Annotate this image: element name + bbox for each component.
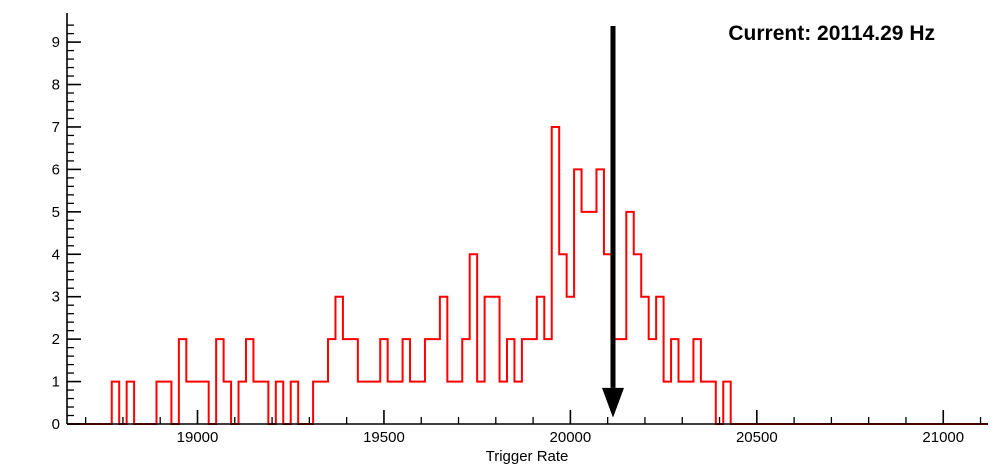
y-tick-label: 3 bbox=[52, 289, 60, 306]
x-tick-label: 21000 bbox=[922, 429, 964, 446]
y-tick-label: 5 bbox=[52, 204, 60, 221]
x-tick-label: 20500 bbox=[736, 429, 778, 446]
x-tick-label: 19500 bbox=[363, 429, 405, 446]
y-tick-label: 2 bbox=[52, 331, 60, 348]
y-tick-label: 0 bbox=[52, 416, 60, 433]
y-tick-label: 9 bbox=[52, 34, 60, 51]
x-tick-label: 20000 bbox=[550, 429, 592, 446]
y-tick-label: 1 bbox=[52, 374, 60, 391]
x-tick-label: 19000 bbox=[177, 429, 219, 446]
histogram-step-line bbox=[67, 125, 988, 425]
y-tick-label: 7 bbox=[52, 119, 60, 136]
current-rate-label: Current: 20114.29 Hz bbox=[728, 22, 935, 45]
y-tick-label: 4 bbox=[52, 246, 60, 263]
x-axis-title: Trigger Rate bbox=[486, 448, 569, 465]
y-tick-label: 8 bbox=[52, 77, 60, 94]
plot-layer: 19000 19500 20000 20500 21000 0 1 2 3 4 5 6 7 8 9 bbox=[52, 13, 988, 446]
y-tick-label: 6 bbox=[52, 161, 60, 178]
current-rate-arrow-head bbox=[601, 387, 624, 418]
